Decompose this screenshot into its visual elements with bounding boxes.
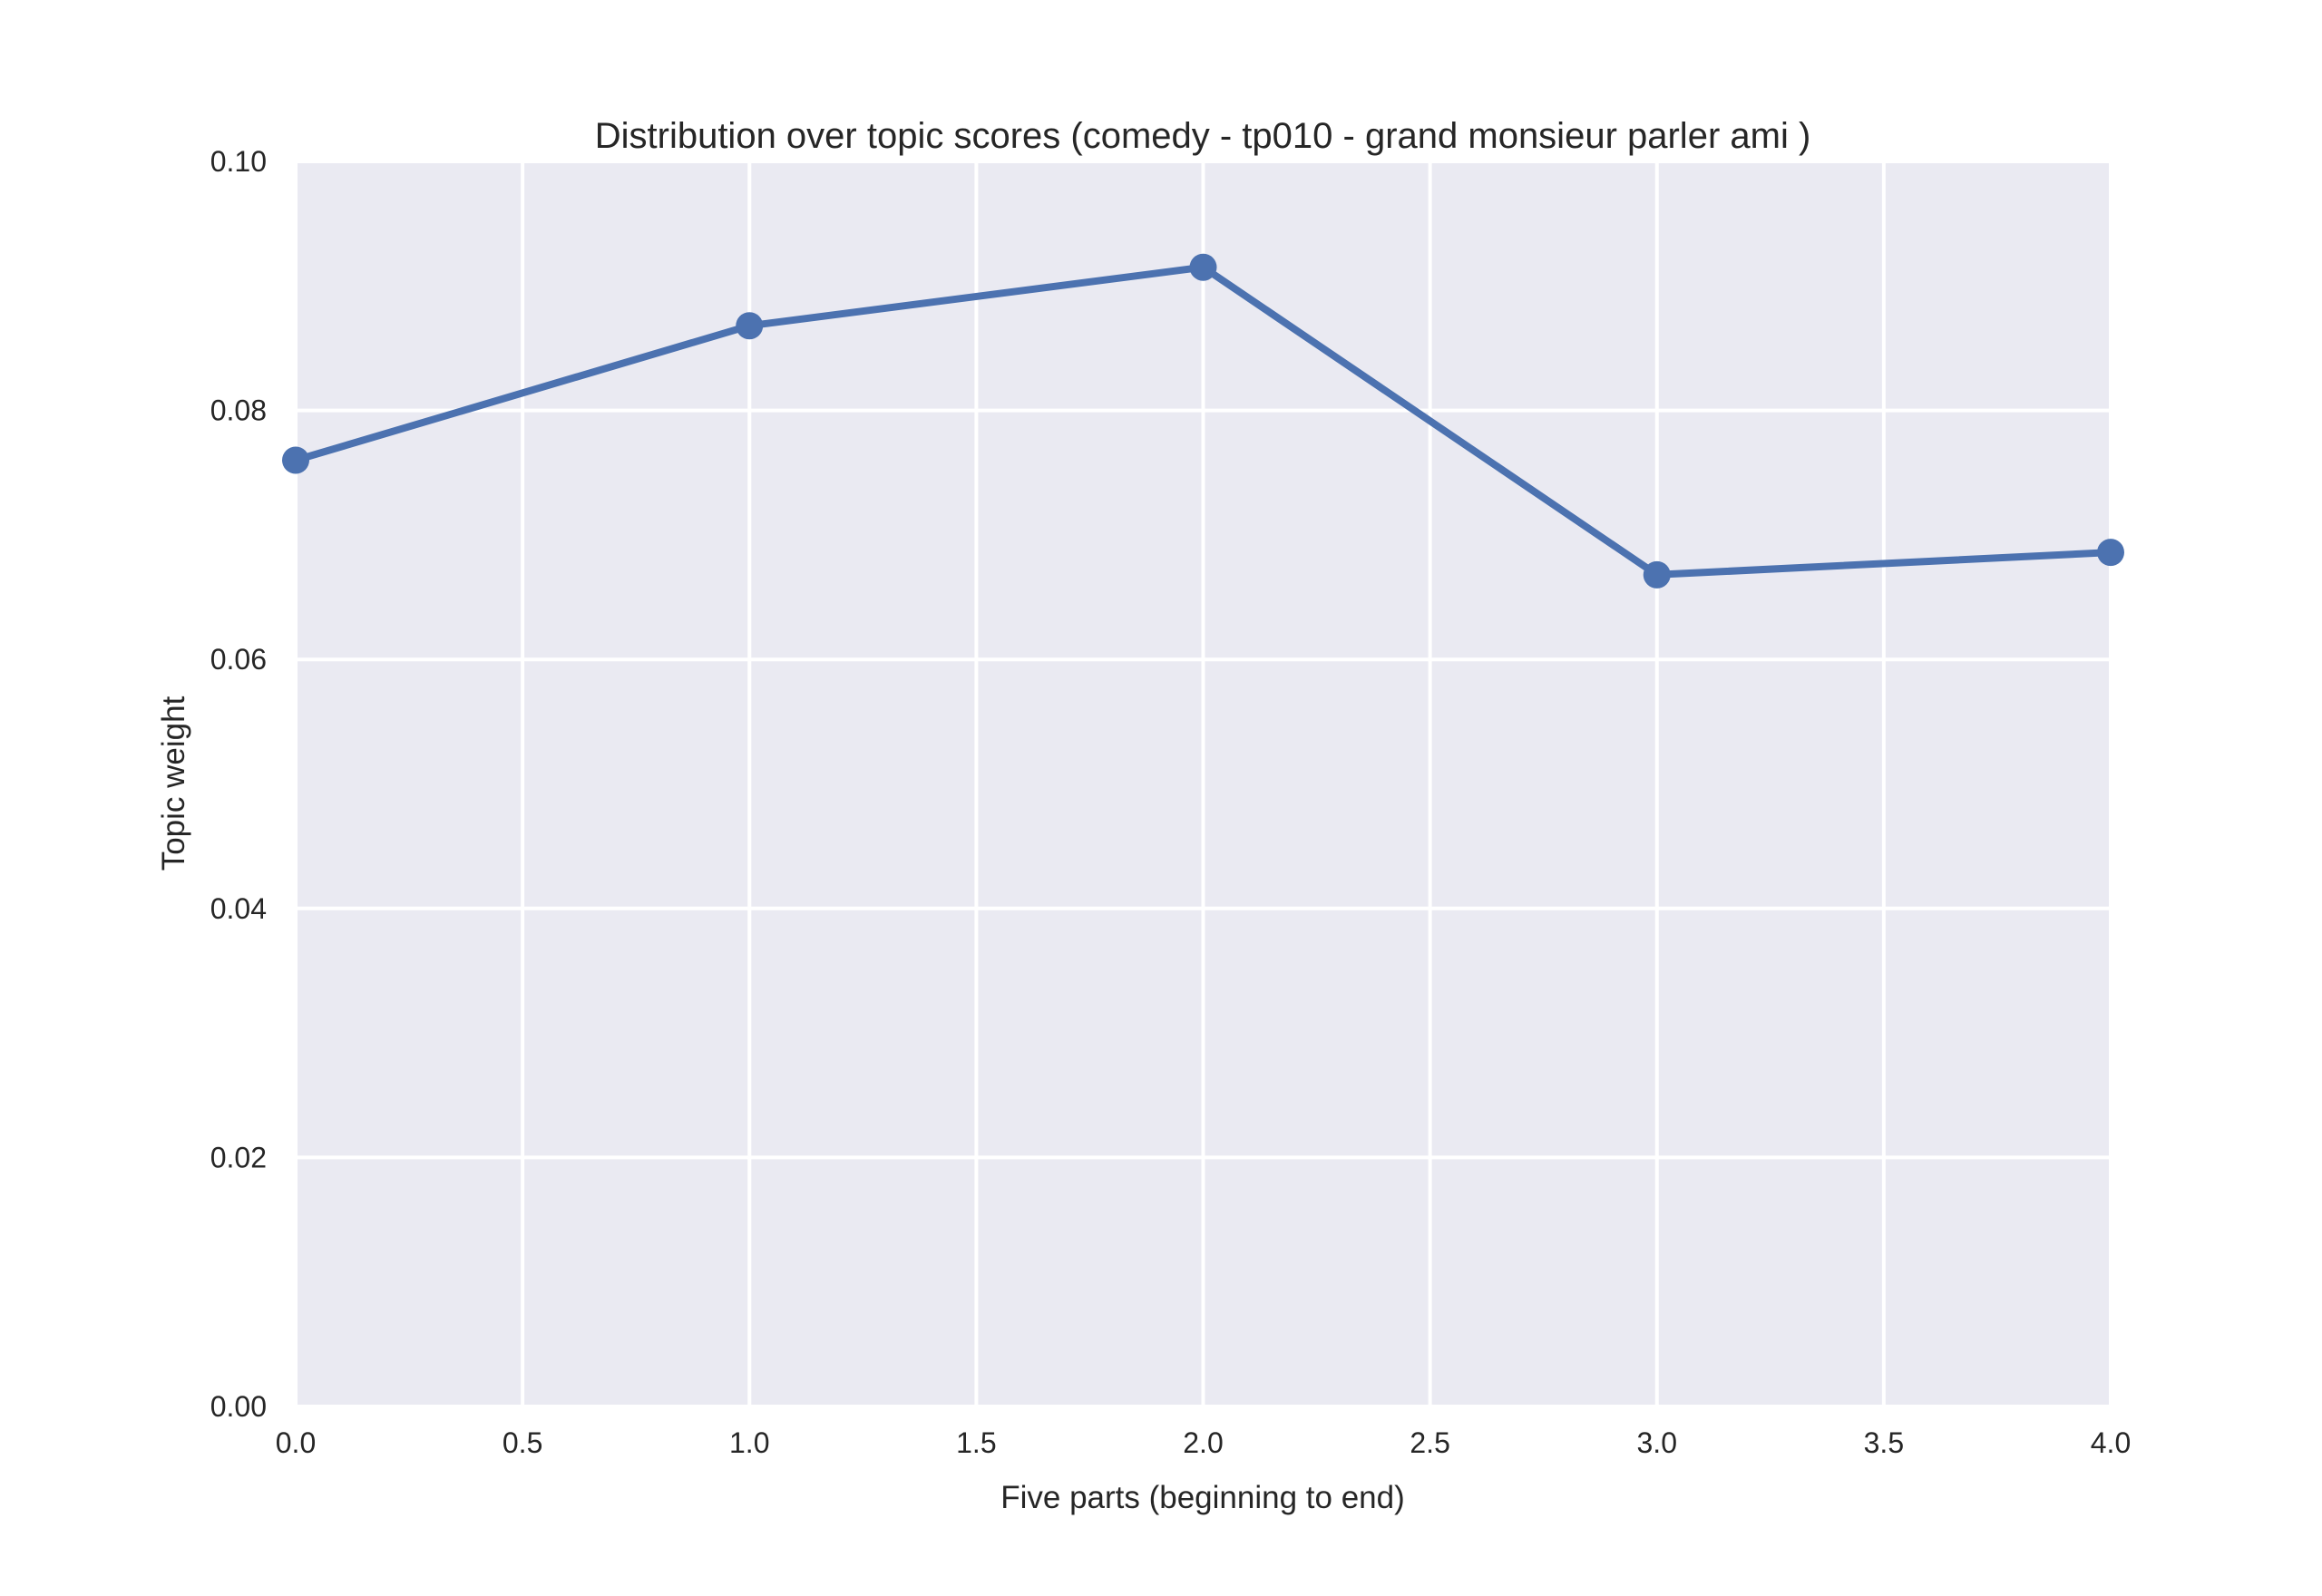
x-tick-label: 2.5: [1410, 1426, 1449, 1459]
x-axis-ticks: 0.0 0.5 1.0 1.5 2.0 2.5 3.0 3.5 4.0: [276, 1426, 2131, 1459]
data-point: [1189, 253, 1217, 281]
y-tick-label: 0.00: [210, 1390, 267, 1423]
x-tick-label: 3.5: [1864, 1426, 1904, 1459]
y-tick-label: 0.08: [210, 394, 267, 427]
y-tick-label: 0.10: [210, 145, 267, 178]
data-point: [736, 312, 764, 340]
x-tick-label: 3.0: [1637, 1426, 1677, 1459]
y-axis-label: Topic weight: [156, 696, 191, 871]
x-axis-label: Five parts (beginning to end): [1000, 1480, 1405, 1515]
x-tick-label: 1.0: [729, 1426, 769, 1459]
x-tick-label: 2.0: [1183, 1426, 1223, 1459]
x-tick-label: 1.5: [956, 1426, 996, 1459]
chart-title: Distribution over topic scores (comedy -…: [595, 116, 1811, 156]
y-tick-label: 0.04: [210, 892, 267, 925]
data-point: [282, 446, 309, 474]
grid: [294, 160, 2112, 1408]
series-layer: [282, 253, 2124, 589]
data-point: [2097, 539, 2124, 567]
y-axis-ticks: 0.00 0.02 0.04 0.06 0.08 0.10: [210, 145, 267, 1423]
y-tick-label: 0.02: [210, 1141, 267, 1173]
x-tick-label: 4.0: [2091, 1426, 2131, 1459]
x-tick-label: 0.0: [276, 1426, 316, 1459]
x-tick-label: 0.5: [502, 1426, 542, 1459]
y-tick-label: 0.06: [210, 643, 267, 676]
data-point: [1643, 560, 1671, 589]
